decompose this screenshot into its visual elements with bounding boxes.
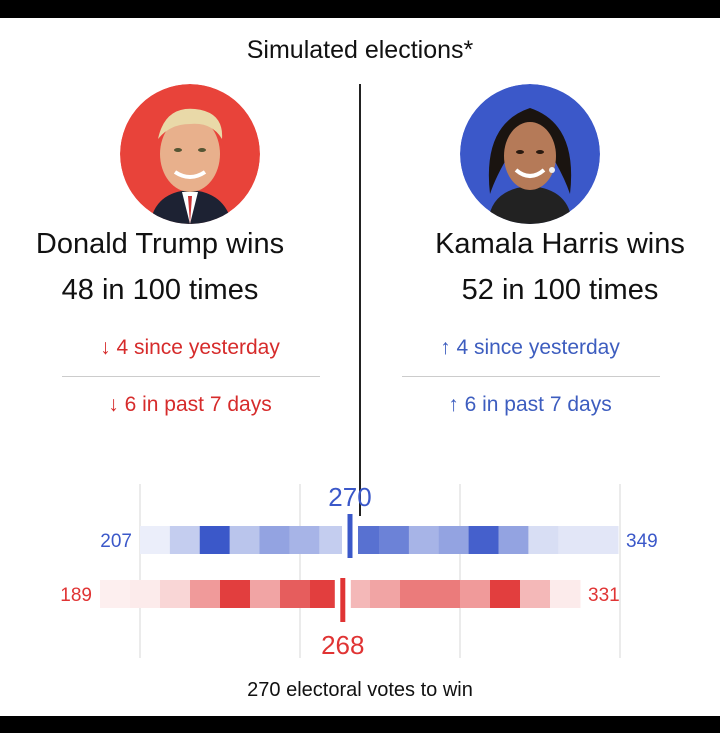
heat-cell-1-12 (460, 580, 491, 608)
heat-cell-1-5 (250, 580, 281, 608)
median-label-1: 268 (321, 630, 364, 660)
harris-odds: 52 in 100 times (461, 274, 659, 306)
min-label-1: 189 (60, 585, 92, 606)
heat-cell-1-10 (400, 580, 431, 608)
heat-cell-0-14 (558, 526, 589, 554)
heat-cell-1-13 (490, 580, 521, 608)
heat-cell-0-15 (588, 526, 619, 554)
top-black-bar (0, 0, 720, 18)
median-label-0: 270 (328, 482, 371, 512)
max-label-1: 331 (588, 585, 620, 606)
heat-cell-1-3 (190, 580, 221, 608)
harris-portrait-icon (460, 84, 600, 224)
heat-cell-1-14 (520, 580, 551, 608)
trump-change-day: ↓ 4 since yesterday (100, 336, 280, 359)
heat-cell-0-13 (528, 526, 559, 554)
harris-name: Kamala Harris wins (435, 228, 685, 260)
trump-portrait-icon (120, 84, 260, 224)
harris-separator (402, 376, 660, 377)
heat-cell-0-9 (408, 526, 440, 554)
harris-change-day: ↑ 4 since yesterday (440, 336, 620, 359)
bottom-black-bar (0, 716, 720, 733)
heat-cell-0-4 (259, 526, 290, 554)
trump-photo (120, 84, 260, 224)
heat-cell-1-2 (160, 580, 191, 608)
min-label-0: 207 (100, 531, 132, 552)
heat-cell-1-11 (430, 580, 461, 608)
electoral-distribution-chart: 270 207 349 268 189 331 (60, 482, 658, 660)
trump-odds: 48 in 100 times (61, 274, 259, 306)
heat-cell-1-6 (280, 580, 311, 608)
heat-cell-1-15 (550, 580, 581, 608)
heat-cell-1-1 (130, 580, 161, 608)
heat-cell-0-12 (498, 526, 529, 554)
max-label-0: 349 (626, 531, 658, 552)
heat-cell-0-10 (438, 526, 470, 554)
heat-cell-1-0 (100, 580, 131, 608)
heat-cell-0-5 (289, 526, 320, 554)
harris-change-week: ↑ 6 in past 7 days (448, 393, 612, 416)
heat-cell-0-11 (468, 526, 499, 554)
chart-footer: 270 electoral votes to win (247, 679, 473, 701)
heat-cell-1-4 (220, 580, 251, 608)
median-marker-0 (347, 514, 353, 558)
trump-change-week: ↓ 6 in past 7 days (108, 393, 272, 416)
heat-cell-1-9 (370, 580, 401, 608)
median-marker-1 (340, 578, 346, 622)
heat-cell-0-1 (169, 526, 201, 554)
heat-cell-0-2 (199, 526, 231, 554)
heat-cell-0-3 (229, 526, 260, 554)
trump-name: Donald Trump wins (35, 228, 285, 260)
page-title: Simulated elections* (246, 36, 474, 64)
heat-cell-0-8 (379, 526, 410, 554)
center-divider (359, 84, 361, 516)
harris-photo (460, 84, 600, 224)
heat-cell-0-0 (140, 526, 171, 554)
trump-separator (62, 376, 320, 377)
